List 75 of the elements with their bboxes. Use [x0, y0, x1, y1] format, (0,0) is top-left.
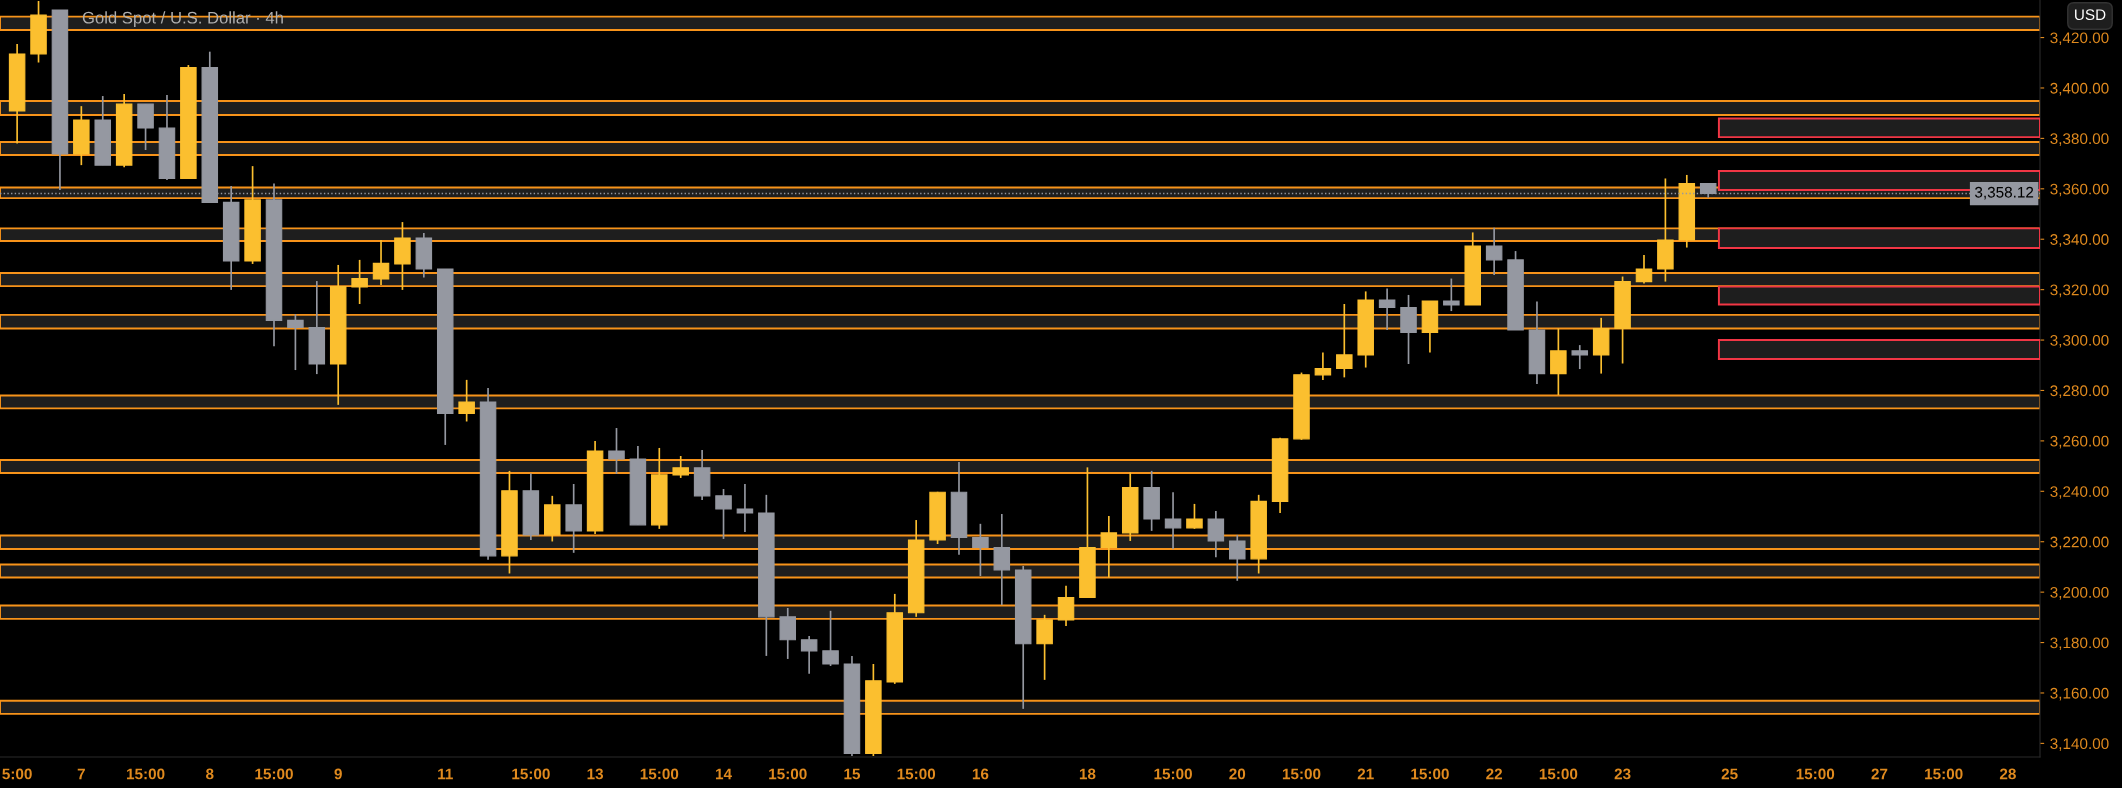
candlestick [1036, 613, 1053, 681]
x-tick-label: 15 [844, 768, 861, 780]
candlestick [1164, 491, 1182, 550]
candlestick [1100, 515, 1118, 579]
y-tick-label: 3,400.00 [2050, 82, 2109, 96]
candlestick [800, 635, 818, 675]
y-tick-label: 3,340.00 [2050, 234, 2109, 247]
x-tick-label: 15:00 [1411, 768, 1449, 780]
candlestick [372, 239, 390, 286]
y-tick-label: 3,220.00 [2050, 536, 2109, 550]
candlestick [351, 259, 368, 305]
x-tick-label: 13 [587, 768, 604, 780]
x-tick-label: 21 [1357, 768, 1374, 780]
y-tick-label: 3,180.00 [2050, 637, 2109, 651]
candlestick [1485, 226, 1503, 276]
x-tick-label: 15:00 [1539, 768, 1578, 780]
x-tick-label: 18 [1079, 768, 1096, 780]
x-tick-label: 23 [1614, 768, 1631, 780]
candlestick [1229, 534, 1246, 582]
x-tick-label: 15:00 [512, 768, 550, 780]
candlestick [1314, 351, 1332, 381]
candlestick [1571, 344, 1589, 370]
candlestick [822, 609, 839, 667]
y-tick-label: 3,300.00 [2050, 334, 2109, 348]
candlestick [458, 379, 475, 423]
y-tick-label: 3,320.00 [2050, 284, 2109, 298]
x-tick-label: 20 [1229, 768, 1246, 780]
candlestick [972, 522, 989, 577]
candlestick [1207, 510, 1225, 559]
candlestick [1378, 287, 1396, 331]
x-tick-label: 15:00 [640, 768, 679, 780]
candlestick [715, 488, 732, 540]
x-tick-label: 15:00 [1796, 768, 1835, 780]
candlestick [779, 607, 797, 660]
x-tick-label: 8 [206, 768, 214, 780]
x-tick-label: 15:00 [897, 768, 936, 780]
candlestick [1057, 585, 1075, 627]
y-tick-label: 3,420.00 [2050, 32, 2109, 46]
y-tick-label: 3,140.00 [2050, 738, 2109, 751]
x-tick-label: 15:00 [126, 768, 165, 780]
candlestick [287, 313, 304, 371]
x-tick-label: 5:00 [2, 768, 32, 780]
candlestick [672, 455, 689, 479]
candlestick [1336, 303, 1353, 379]
x-tick-label: 15:00 [1154, 768, 1192, 780]
x-tick-label: 15:00 [1282, 768, 1321, 780]
y-tick-label: 3,160.00 [2050, 687, 2109, 701]
x-tick-label: 22 [1486, 768, 1503, 780]
y-tick-label: 3,380.00 [2050, 133, 2109, 146]
y-tick-label: 3,200.00 [2050, 587, 2109, 600]
candlestick [608, 427, 625, 475]
candlestick [1443, 277, 1460, 312]
x-tick-label: 15:00 [255, 768, 293, 780]
candlestick [1550, 327, 1567, 396]
ref-line-label: 3,358.12 [1975, 186, 2034, 200]
candlestick [1635, 254, 1653, 285]
x-tick-label: 7 [77, 768, 85, 780]
candlestick [137, 103, 154, 151]
y-tick-label: 3,260.00 [2050, 435, 2109, 449]
x-tick-label: 16 [972, 768, 989, 780]
x-tick-label: 25 [1721, 768, 1738, 780]
y-tick-label: 3,240.00 [2050, 486, 2109, 499]
x-tick-label: 15:00 [1925, 768, 1963, 780]
x-tick-label: 27 [1871, 768, 1888, 780]
y-tick-label: 3,360.00 [2050, 183, 2109, 197]
y-axis-title: USD [2075, 9, 2106, 21]
x-tick-label: 11 [438, 768, 453, 780]
x-tick-label: 14 [715, 768, 732, 780]
x-tick-label: 15:00 [769, 768, 807, 780]
x-tick-label: 9 [334, 768, 342, 780]
candlestick [993, 513, 1011, 606]
y-tick-label: 3,280.00 [2050, 385, 2109, 398]
x-tick-label: 28 [1999, 768, 2016, 780]
candlestick [1186, 503, 1203, 530]
candlestick [736, 483, 754, 533]
